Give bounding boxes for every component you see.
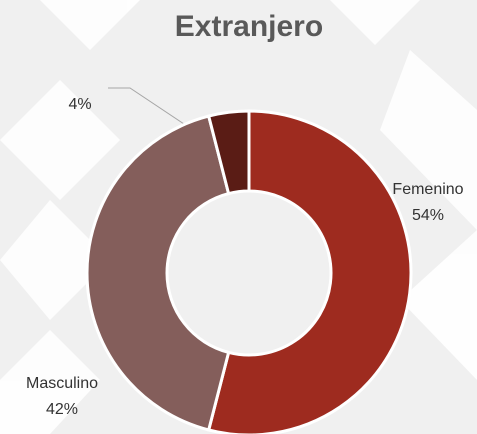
category-label: Masculino [26, 375, 98, 392]
value-label: 42% [46, 401, 78, 418]
category-label: Femenino [392, 181, 463, 198]
donut-slice [206, 109, 251, 196]
value-label: 54% [412, 207, 444, 224]
value-label: 4% [68, 96, 91, 113]
donut-slice [85, 114, 231, 432]
chart-title: Extranjero [175, 10, 323, 43]
